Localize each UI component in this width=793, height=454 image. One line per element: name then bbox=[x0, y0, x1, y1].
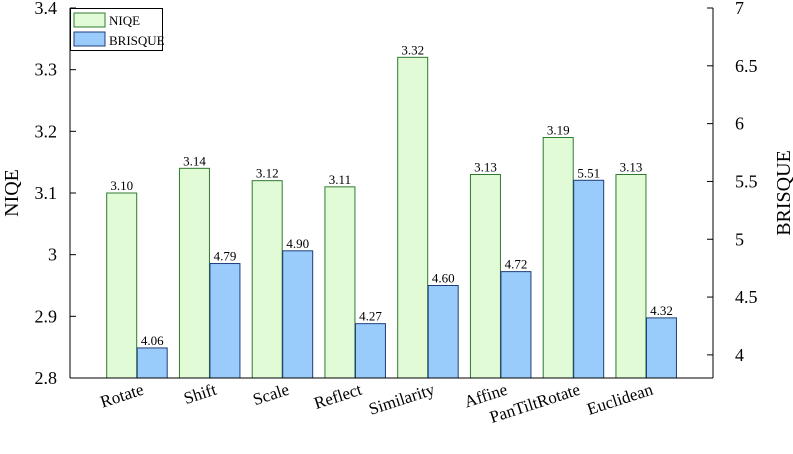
left-tick-label: 3.1 bbox=[35, 183, 58, 203]
left-tick-label: 3.4 bbox=[35, 0, 58, 18]
legend-swatch-niqe bbox=[73, 12, 106, 28]
legend-swatch-brisque bbox=[73, 31, 106, 47]
right-tick-label: 4.5 bbox=[735, 287, 758, 307]
data-label-niqe-affine: 3.13 bbox=[474, 160, 497, 175]
right-tick-label: 4 bbox=[735, 345, 744, 365]
x-tick-label-shift: Shift bbox=[181, 380, 219, 408]
data-label-brisque-affine: 4.72 bbox=[505, 257, 528, 272]
data-label-brisque-pantiltrotate: 5.51 bbox=[577, 165, 600, 180]
bar-brisque-scale bbox=[282, 250, 314, 379]
bar-niqe-reflect bbox=[324, 186, 356, 379]
left-tick-label: 2.9 bbox=[35, 306, 58, 326]
data-label-niqe-reflect: 3.11 bbox=[329, 172, 351, 187]
data-label-niqe-shift: 3.14 bbox=[183, 153, 206, 168]
legend: NIQE BRISQUE bbox=[70, 8, 165, 51]
data-label-brisque-similarity: 4.60 bbox=[432, 271, 455, 286]
right-tick-label: 6.5 bbox=[735, 56, 758, 76]
bar-niqe-shift bbox=[178, 167, 210, 379]
data-label-brisque-shift: 4.79 bbox=[214, 249, 237, 264]
left-tick-label: 3.3 bbox=[35, 60, 58, 80]
data-labels-group: 3.10 4.06 3.14 4.79 3.12 4.90 3.11 4.27 3.32 4.60… bbox=[110, 42, 673, 348]
x-axis-categories: Rotate Shift Scale Reflect Similarity AffineP… bbox=[98, 380, 656, 427]
left-axis-ticks: 2.8 2.9 3 3.1 3.2 3.3 3.4 bbox=[35, 0, 76, 388]
bar-niqe-scale bbox=[251, 180, 283, 379]
left-tick-label: 2.8 bbox=[35, 368, 58, 388]
x-tick-label-euclidean: Euclidean bbox=[585, 380, 656, 419]
right-tick-label: 5.5 bbox=[735, 171, 758, 191]
legend-label-niqe: NIQE bbox=[109, 13, 140, 28]
bar-brisque-pantiltrotate bbox=[573, 179, 605, 379]
x-tick-label-similarity: Similarity bbox=[366, 380, 437, 419]
bar-brisque-similarity bbox=[427, 285, 459, 379]
data-label-brisque-euclidean: 4.32 bbox=[650, 303, 673, 318]
data-label-brisque-reflect: 4.27 bbox=[359, 309, 382, 324]
bar-brisque-euclidean bbox=[645, 317, 677, 379]
x-tick-label-scale: Scale bbox=[251, 380, 292, 409]
right-tick-label: 5 bbox=[735, 229, 744, 249]
right-axis-ticks: 4 4.5 5 5.5 6 6.5 7 bbox=[707, 0, 758, 365]
data-label-niqe-euclidean: 3.13 bbox=[620, 160, 643, 175]
bar-brisque-affine bbox=[500, 271, 532, 379]
data-label-niqe-pantiltrotate: 3.19 bbox=[547, 123, 570, 138]
bars-group bbox=[106, 56, 677, 379]
data-label-brisque-scale: 4.90 bbox=[286, 236, 309, 251]
data-label-niqe-rotate: 3.10 bbox=[110, 178, 133, 193]
left-tick-label: 3.2 bbox=[35, 121, 58, 141]
bar-niqe-similarity bbox=[397, 56, 429, 379]
right-tick-label: 6 bbox=[735, 114, 744, 134]
bar-brisque-shift bbox=[209, 263, 241, 379]
bar-brisque-rotate bbox=[136, 347, 168, 379]
data-label-brisque-rotate: 4.06 bbox=[141, 333, 164, 348]
x-tick-label-rotate: Rotate bbox=[98, 380, 146, 412]
bar-niqe-affine bbox=[469, 174, 501, 379]
legend-label-brisque: BRISQUE bbox=[109, 33, 165, 48]
data-label-niqe-scale: 3.12 bbox=[256, 166, 279, 181]
left-tick-label: 3 bbox=[48, 245, 57, 265]
bar-niqe-pantiltrotate bbox=[542, 137, 574, 379]
right-tick-label: 7 bbox=[735, 0, 744, 18]
left-axis-title: NIQE bbox=[1, 169, 23, 217]
data-label-niqe-similarity: 3.32 bbox=[401, 42, 424, 57]
bar-niqe-euclidean bbox=[615, 174, 647, 379]
right-axis-title: BRISQUE bbox=[773, 150, 793, 236]
x-tick-label-reflect: Reflect bbox=[312, 380, 365, 413]
bar-niqe-rotate bbox=[106, 192, 138, 379]
bar-brisque-reflect bbox=[354, 323, 386, 379]
